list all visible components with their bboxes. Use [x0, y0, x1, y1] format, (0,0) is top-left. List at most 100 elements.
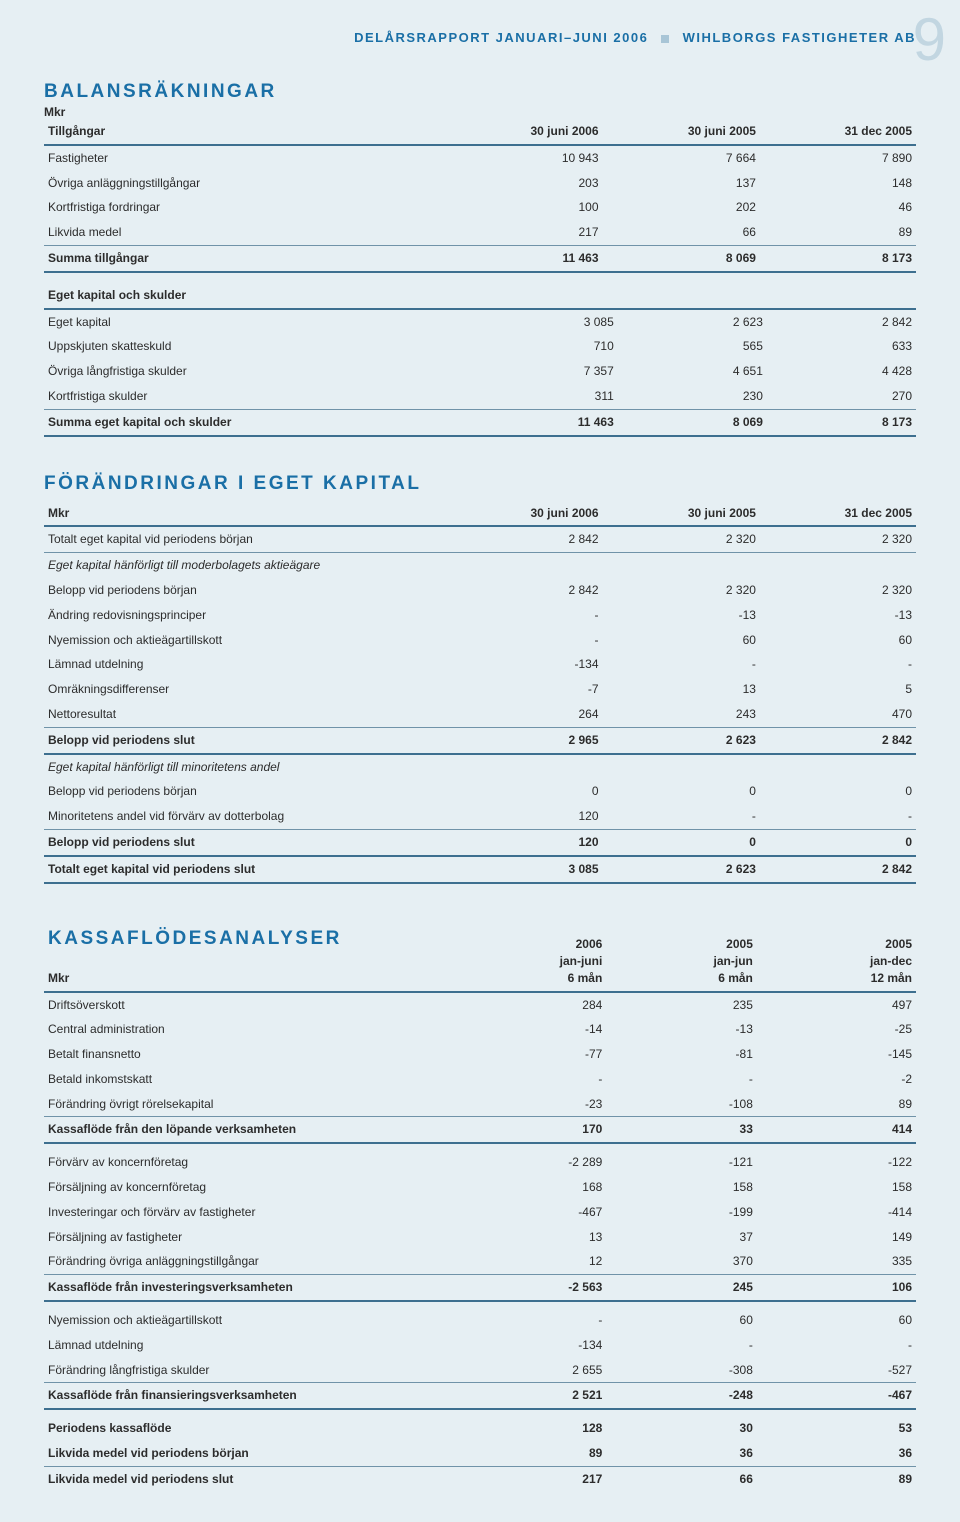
cell: 8 069 [603, 245, 760, 271]
cell: 243 [603, 702, 760, 727]
cell: 4 651 [618, 359, 767, 384]
cell: 2 320 [603, 526, 760, 552]
table-row: Belopp vid periodens början2 8422 3202 3… [44, 578, 916, 603]
cell: 245 [606, 1275, 757, 1301]
cell: 2 842 [445, 526, 602, 552]
cashflow-title-cell: KASSAFLÖDESANALYSER Mkr [44, 906, 445, 992]
cell: 2 320 [603, 578, 760, 603]
row-label: Belopp vid periodens början [44, 578, 445, 603]
table-row: Minoritetens andel vid förvärv av dotter… [44, 804, 916, 829]
row-label: Förvärv av koncernföretag [44, 1143, 445, 1175]
table-row: Kassaflöde från investeringsverksamheten… [44, 1275, 916, 1301]
cell: -467 [757, 1383, 916, 1409]
cell: 202 [603, 195, 760, 220]
cell: 168 [445, 1175, 606, 1200]
table-row: Totalt eget kapital vid periodens början… [44, 526, 916, 552]
cell: -13 [606, 1017, 757, 1042]
row-label: Belopp vid periodens slut [44, 727, 445, 753]
cell: -25 [757, 1017, 916, 1042]
table-row: Kassaflöde från den löpande verksamheten… [44, 1117, 916, 1143]
equity-unit: Mkr [44, 501, 445, 527]
cell: 497 [757, 992, 916, 1018]
cell: 5 [760, 677, 916, 702]
cell: - [603, 652, 760, 677]
row-label: Nyemission och aktieägartillskott [44, 628, 445, 653]
cell: - [603, 804, 760, 829]
row-label: Likvida medel vid periodens slut [44, 1466, 445, 1491]
cell: 633 [767, 334, 916, 359]
cell: 53 [757, 1409, 916, 1441]
cell: 128 [445, 1409, 606, 1441]
cell: 30 [606, 1409, 757, 1441]
table-row: Totalt eget kapital vid periodens slut3 … [44, 856, 916, 883]
cell: 60 [606, 1301, 757, 1333]
table-row: Likvida medel2176689 [44, 220, 916, 245]
cell: -23 [445, 1092, 606, 1117]
cell: 3 085 [445, 856, 602, 883]
row-label: Försäljning av fastigheter [44, 1225, 445, 1250]
cell: 8 173 [767, 409, 916, 435]
table-row: Summa tillgångar11 4638 0698 173 [44, 245, 916, 271]
cell: 60 [603, 628, 760, 653]
table-row: Belopp vid periodens början000 [44, 779, 916, 804]
equity-table: Mkr 30 juni 2006 30 juni 2005 31 dec 200… [44, 501, 916, 884]
row-label: Omräkningsdifferenser [44, 677, 445, 702]
table-row: Driftsöverskott284235497 [44, 992, 916, 1018]
row-label: Eget kapital hänförligt till minoriteten… [44, 754, 916, 780]
header-left: DELÅRSRAPPORT JANUARI–JUNI 2006 [354, 30, 648, 45]
table-row: Försäljning av koncernföretag168158158 [44, 1175, 916, 1200]
balance-table: Tillgångar 30 juni 2006 30 juni 2005 31 … [44, 119, 916, 273]
cell: - [445, 1067, 606, 1092]
cell: 230 [618, 384, 767, 409]
table-row: Nyemission och aktieägartillskott-6060 [44, 1301, 916, 1333]
cell: 11 463 [445, 245, 602, 271]
cell: -81 [606, 1042, 757, 1067]
cell: 2 842 [760, 727, 916, 753]
table-row: Förändring långfristiga skulder2 655-308… [44, 1358, 916, 1383]
cell: - [445, 1301, 606, 1333]
cell: 7 664 [603, 145, 760, 171]
cell: 0 [760, 779, 916, 804]
row-label: Övriga långfristiga skulder [44, 359, 445, 384]
cell: 37 [606, 1225, 757, 1250]
row-label: Likvida medel [44, 220, 445, 245]
cell: 710 [445, 334, 618, 359]
cell: -121 [606, 1143, 757, 1175]
cell: -134 [445, 652, 602, 677]
table-row: Lämnad utdelning-134-- [44, 1333, 916, 1358]
cell: 7 890 [760, 145, 916, 171]
row-label: Eget kapital [44, 309, 445, 335]
table-row: Central administration-14-13-25 [44, 1017, 916, 1042]
cell: 0 [603, 829, 760, 855]
row-label: Eget kapital hänförligt till moderbolage… [44, 553, 916, 578]
cell: 2 623 [603, 727, 760, 753]
table-row: Summa eget kapital och skulder11 4638 06… [44, 409, 916, 435]
cell: 60 [757, 1301, 916, 1333]
cell: - [606, 1067, 757, 1092]
cell: 8 173 [760, 245, 916, 271]
cell: 414 [757, 1117, 916, 1143]
table-row: Eget kapital hänförligt till moderbolage… [44, 553, 916, 578]
table-row: Nettoresultat264243470 [44, 702, 916, 727]
cell: 284 [445, 992, 606, 1018]
cell: 0 [603, 779, 760, 804]
cell: 2 655 [445, 1358, 606, 1383]
row-label: Uppskjuten skatteskuld [44, 334, 445, 359]
cell: -2 [757, 1067, 916, 1092]
cell: 106 [757, 1275, 916, 1301]
cell: 203 [445, 171, 602, 196]
col: 30 juni 2006 [445, 119, 602, 145]
page-number: 9 [913, 10, 946, 70]
table-row: Lämnad utdelning-134-- [44, 652, 916, 677]
cell: - [445, 603, 602, 628]
page: 9 DELÅRSRAPPORT JANUARI–JUNI 2006 WIHLBO… [0, 0, 960, 1522]
row-label: Belopp vid periodens början [44, 779, 445, 804]
cell: -2 563 [445, 1275, 606, 1301]
cell: - [445, 628, 602, 653]
cashflow-title: KASSAFLÖDESANALYSER [48, 926, 441, 953]
cell: 137 [603, 171, 760, 196]
col: 31 dec 2005 [760, 501, 916, 527]
cell: -248 [606, 1383, 757, 1409]
cell: 370 [606, 1249, 757, 1274]
row-label: Förändring övrigt rörelsekapital [44, 1092, 445, 1117]
